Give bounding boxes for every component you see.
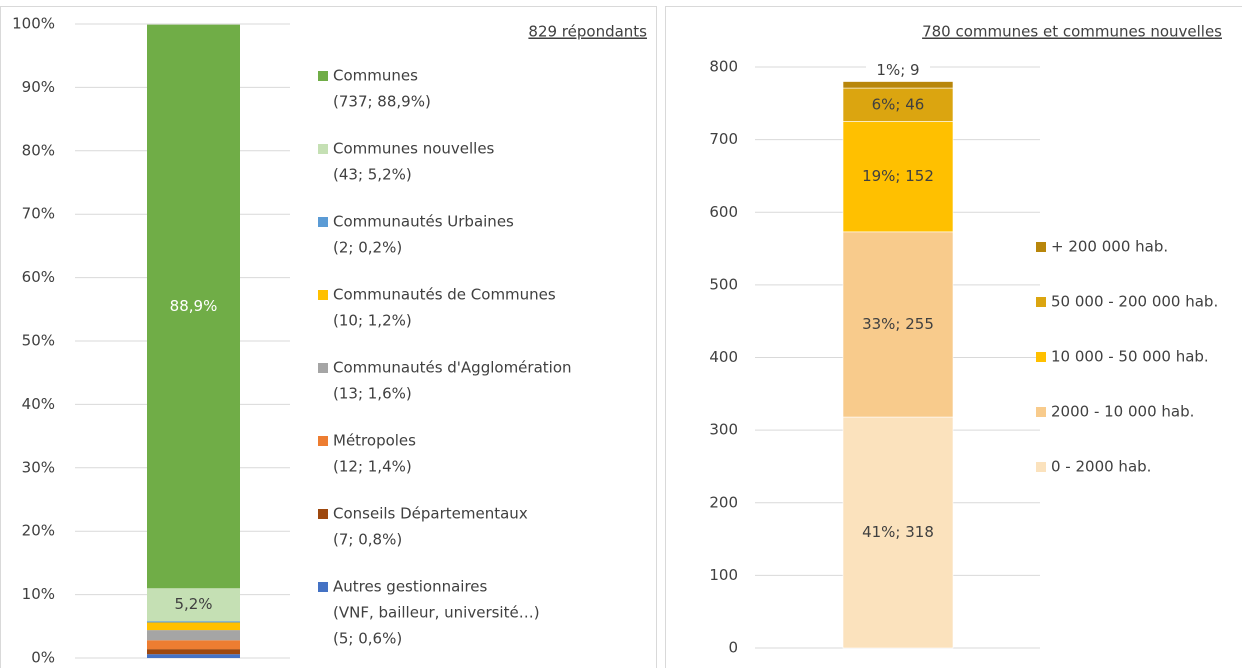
legend-label: Communautés de Communes [333, 286, 556, 304]
legend-label: Communes [333, 67, 418, 85]
y-tick-label: 100% [12, 15, 55, 33]
bar-segment [842, 121, 954, 233]
bar-segment [147, 588, 240, 622]
legend-label: 10 000 - 50 000 hab. [1051, 348, 1209, 366]
legend-label: Métropoles [333, 432, 416, 450]
legend-detail: (2; 0,2%) [333, 239, 402, 257]
bar-segment [147, 640, 240, 650]
y-tick-label: 200 [709, 493, 738, 511]
y-tick-label: 700 [709, 130, 738, 148]
legend-label: Communautés Urbaines [333, 213, 514, 231]
legend-label: Conseils Départementaux [333, 505, 528, 523]
bar-segment [147, 630, 240, 641]
chart-subtitle: 829 répondants [528, 23, 647, 41]
bar-segment [842, 416, 954, 649]
data-label: 19%; 152 [862, 167, 934, 185]
data-label: 5,2% [174, 595, 212, 613]
bar-segment [147, 24, 240, 589]
legend-label: Communes nouvelles [333, 140, 495, 158]
y-tick-label: 30% [22, 458, 55, 476]
bar-segment [147, 654, 240, 658]
y-tick-label: 50% [22, 332, 55, 350]
bar-segment [147, 649, 240, 655]
y-tick-label: 600 [709, 203, 738, 221]
legend-swatch [318, 71, 328, 81]
y-tick-label: 800 [709, 58, 738, 76]
data-label: 1%; 9 [876, 61, 919, 79]
y-tick-label: 60% [22, 268, 55, 286]
y-tick-label: 300 [709, 421, 738, 439]
legend-label: Autres gestionnaires [333, 578, 488, 596]
y-tick-label: 90% [22, 78, 55, 96]
legend-detail: (5; 0,6%) [333, 630, 402, 648]
legend-label: 50 000 - 200 000 hab. [1051, 293, 1218, 311]
y-tick-label: 20% [22, 522, 55, 540]
data-label: 88,9% [170, 297, 218, 315]
y-tick-label: 100 [709, 566, 738, 584]
bar-segment [842, 81, 954, 89]
legend-swatch [1036, 352, 1046, 362]
legend-detail: (7; 0,8%) [333, 531, 402, 549]
legend-swatch [318, 144, 328, 154]
bar-segment [842, 87, 954, 122]
legend-label: 2000 - 10 000 hab. [1051, 403, 1194, 421]
legend-detail: (12; 1,4%) [333, 458, 412, 476]
y-tick-label: 10% [22, 585, 55, 603]
legend-swatch [1036, 462, 1046, 472]
legend-detail: (13; 1,6%) [333, 385, 412, 403]
panel-frame [665, 6, 1242, 668]
y-tick-label: 500 [709, 275, 738, 293]
data-label: 6%; 46 [872, 95, 925, 113]
legend-swatch [318, 436, 328, 446]
bar-segment [147, 622, 240, 631]
legend-swatch [318, 509, 328, 519]
label-box [866, 60, 930, 81]
legend-swatch [1036, 297, 1046, 307]
legend-detail: (VNF, bailleur, université…) [333, 604, 540, 622]
legend-label: + 200 000 hab. [1051, 238, 1168, 256]
legend-detail: (43; 5,2%) [333, 166, 412, 184]
data-label: 33%; 255 [862, 315, 934, 333]
y-tick-label: 70% [22, 205, 55, 223]
legend-swatch [318, 363, 328, 373]
legend-swatch [318, 290, 328, 300]
legend-label: Communautés d'Agglomération [333, 359, 572, 377]
legend-label: 0 - 2000 hab. [1051, 458, 1151, 476]
legend-swatch [318, 582, 328, 592]
y-tick-label: 0% [31, 649, 55, 667]
data-label: 41%; 318 [862, 523, 934, 541]
legend-swatch [1036, 407, 1046, 417]
legend-detail: (737; 88,9%) [333, 93, 431, 111]
y-tick-label: 400 [709, 348, 738, 366]
y-tick-label: 80% [22, 141, 55, 159]
y-tick-label: 0 [728, 639, 738, 657]
bar-segment [147, 621, 240, 623]
panel-frame [0, 6, 657, 668]
legend-swatch [318, 217, 328, 227]
legend-swatch [1036, 242, 1046, 252]
y-tick-label: 40% [22, 395, 55, 413]
legend-detail: (10; 1,2%) [333, 312, 412, 330]
chart-subtitle: 780 communes et communes nouvelles [922, 23, 1222, 41]
